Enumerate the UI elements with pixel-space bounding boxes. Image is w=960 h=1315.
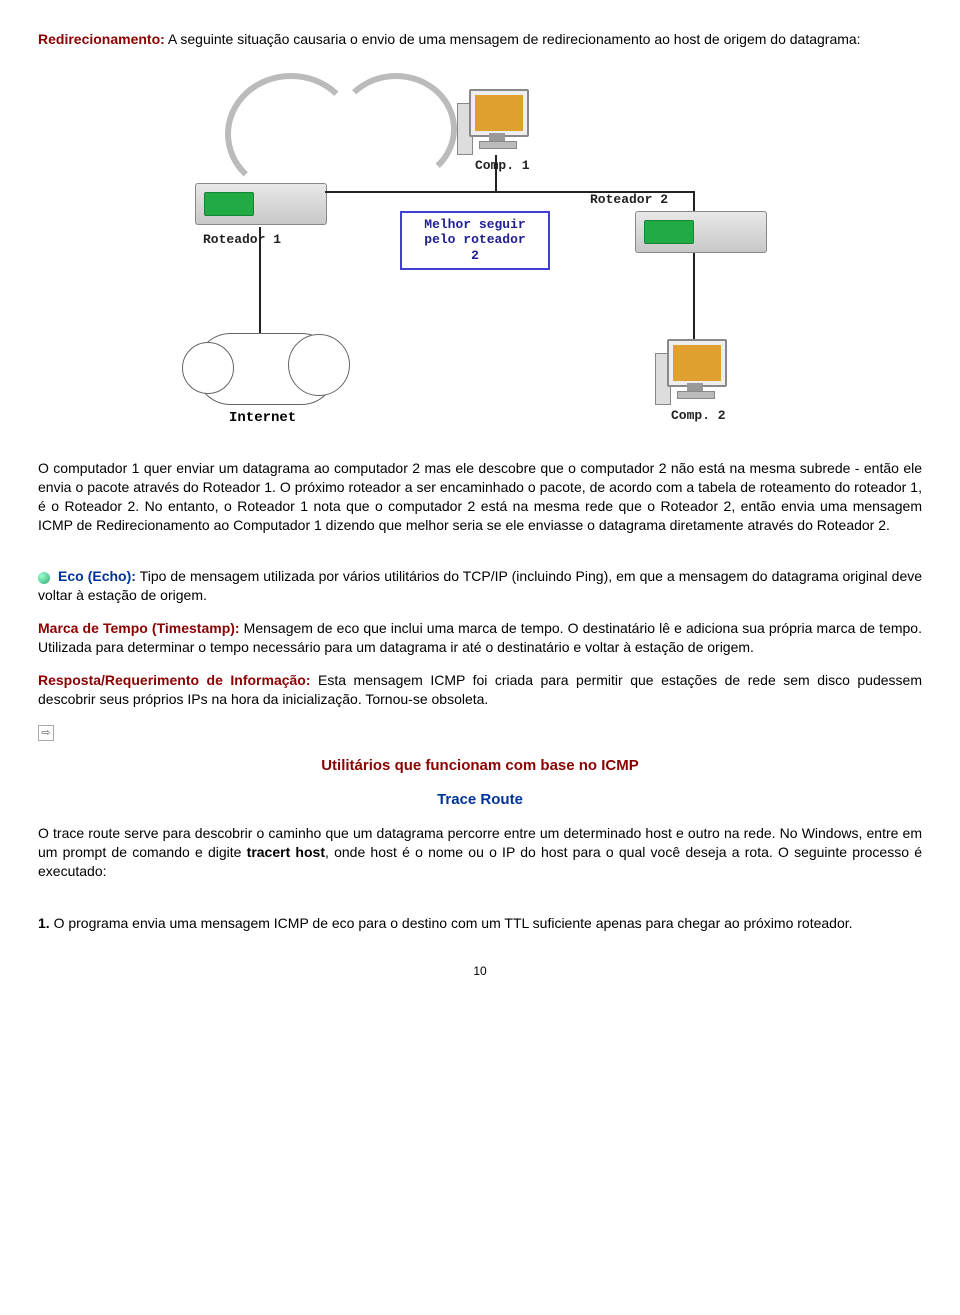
router-1-shape xyxy=(195,183,327,225)
heading-redirecionamento: Redirecionamento: xyxy=(38,31,165,47)
paragraph-redirecionamento-body: O computador 1 quer enviar um datagrama … xyxy=(38,459,922,535)
paragraph-trace-step1: 1. O programa envia uma mensagem ICMP de… xyxy=(38,914,922,933)
network-diagram: Roteador 1 Comp. 1 Roteador 2 Melhor seg… xyxy=(185,63,775,443)
paragraph-eco: Eco (Echo): Tipo de mensagem utilizada p… xyxy=(38,567,922,605)
heading-eco: Eco (Echo): xyxy=(58,568,136,584)
text-utilitarios: Utilitários que funcionam com base no IC… xyxy=(321,757,639,774)
text-eco-body: Tipo de mensagem utilizada por vários ut… xyxy=(38,568,922,603)
heading-trace-route: Trace Route xyxy=(38,790,922,810)
page-number: 10 xyxy=(38,963,922,979)
arrow-marker-row: ⇨ xyxy=(38,723,922,742)
internet-cloud xyxy=(195,333,337,405)
comp-1-label: Comp. 1 xyxy=(475,157,530,175)
router-2-shape xyxy=(635,211,767,253)
diagram-wire-3 xyxy=(259,227,261,337)
heading-timestamp: Marca de Tempo (Timestamp): xyxy=(38,620,240,636)
arrow-curve-right xyxy=(335,73,457,185)
router-2-label: Roteador 2 xyxy=(590,191,668,209)
paragraph-info: Resposta/Requerimento de Informação: Est… xyxy=(38,671,922,709)
redirect-message-box: Melhor seguirpelo roteador2 xyxy=(400,211,550,270)
router-1-label: Roteador 1 xyxy=(203,231,281,249)
bullet-icon xyxy=(38,572,50,584)
diagram-wire-4 xyxy=(693,253,695,339)
paragraph-timestamp: Marca de Tempo (Timestamp): Mensagem de … xyxy=(38,619,922,657)
text-step1-num: 1. xyxy=(38,915,50,931)
diagram-wire-2 xyxy=(693,191,695,213)
heading-info: Resposta/Requerimento de Informação: xyxy=(38,672,311,688)
text-step1-body: O programa envia uma mensagem ICMP de ec… xyxy=(50,915,853,931)
paragraph-trace-1: O trace route serve para descobrir o cam… xyxy=(38,824,922,881)
text-redir-intro: A seguinte situação causaria o envio de … xyxy=(165,31,861,47)
heading-utilitarios: Utilitários que funcionam com base no IC… xyxy=(38,756,922,776)
comp-2-label: Comp. 2 xyxy=(671,407,726,425)
paragraph-redirecionamento-intro: Redirecionamento: A seguinte situação ca… xyxy=(38,30,922,49)
internet-cloud-label: Internet xyxy=(229,409,296,428)
diagram-wire-1 xyxy=(495,155,497,191)
redirect-message-text: Melhor seguirpelo roteador2 xyxy=(424,217,525,263)
text-trace-route-title: Trace Route xyxy=(437,791,523,808)
arrow-box-icon: ⇨ xyxy=(38,725,54,741)
text-tracert-cmd: tracert host xyxy=(247,844,325,860)
